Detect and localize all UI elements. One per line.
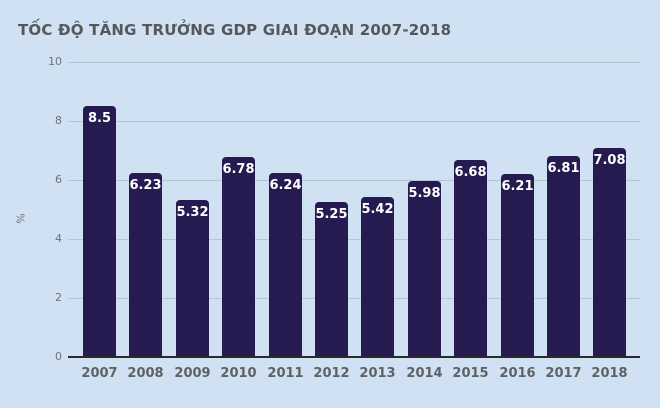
gridline: [68, 62, 640, 63]
x-tick-label: 2013: [359, 366, 396, 381]
bar-value-label: 5.25: [315, 207, 348, 222]
bar-value-label: 6.21: [501, 179, 534, 194]
bar-2008[interactable]: 6.23: [129, 173, 162, 357]
bar-value-label: 6.24: [269, 178, 302, 193]
x-tick-label: 2015: [452, 366, 489, 381]
bar-value-label: 5.32: [176, 205, 209, 220]
bar-2016[interactable]: 6.21: [501, 174, 534, 357]
gridline: [68, 298, 640, 299]
x-tick-label: 2010: [220, 366, 257, 381]
bar-2011[interactable]: 6.24: [269, 173, 302, 357]
chart-title: TỐC ĐỘ TĂNG TRƯỞNG GDP GIAI ĐOẠN 2007-20…: [18, 21, 452, 39]
y-tick-label: 6: [55, 173, 62, 186]
gridline: [68, 180, 640, 181]
x-tick-label: 2017: [545, 366, 582, 381]
bar-2012[interactable]: 5.25: [315, 202, 348, 357]
bar-value-label: 6.23: [129, 178, 162, 193]
y-tick-label: 0: [55, 350, 62, 363]
bar-value-label: 5.98: [408, 186, 441, 201]
x-tick-label: 2018: [591, 366, 628, 381]
bar-2017[interactable]: 6.81: [547, 156, 580, 357]
bar-2010[interactable]: 6.78: [222, 157, 255, 357]
x-tick-label: 2016: [499, 366, 536, 381]
y-tick-label: 4: [55, 232, 62, 245]
x-tick-label: 2008: [127, 366, 164, 381]
y-tick-label: 2: [55, 291, 62, 304]
bar-value-label: 6.68: [454, 165, 487, 180]
bar-value-label: 8.5: [87, 111, 112, 126]
x-tick-label: 2009: [174, 366, 211, 381]
bar-value-label: 5.42: [361, 202, 394, 217]
x-axis-line: [68, 356, 640, 358]
bar-value-label: 7.08: [593, 153, 626, 168]
bar-2007[interactable]: 8.5: [83, 106, 116, 357]
x-tick-label: 2014: [406, 366, 443, 381]
bar-value-label: 6.78: [222, 162, 255, 177]
x-tick-label: 2011: [267, 366, 304, 381]
bar-2015[interactable]: 6.68: [454, 160, 487, 357]
bar-value-label: 6.81: [547, 161, 580, 176]
gridline: [68, 239, 640, 240]
bar-2018[interactable]: 7.08: [593, 148, 626, 357]
gridline: [68, 121, 640, 122]
y-axis-label: %: [14, 213, 28, 224]
bar-2013[interactable]: 5.42: [361, 197, 394, 357]
x-tick-label: 2012: [313, 366, 350, 381]
y-tick-label: 10: [48, 55, 62, 68]
bar-2014[interactable]: 5.98: [408, 181, 441, 357]
y-tick-label: 8: [55, 114, 62, 127]
x-tick-label: 2007: [81, 366, 118, 381]
bar-2009[interactable]: 5.32: [176, 200, 209, 357]
